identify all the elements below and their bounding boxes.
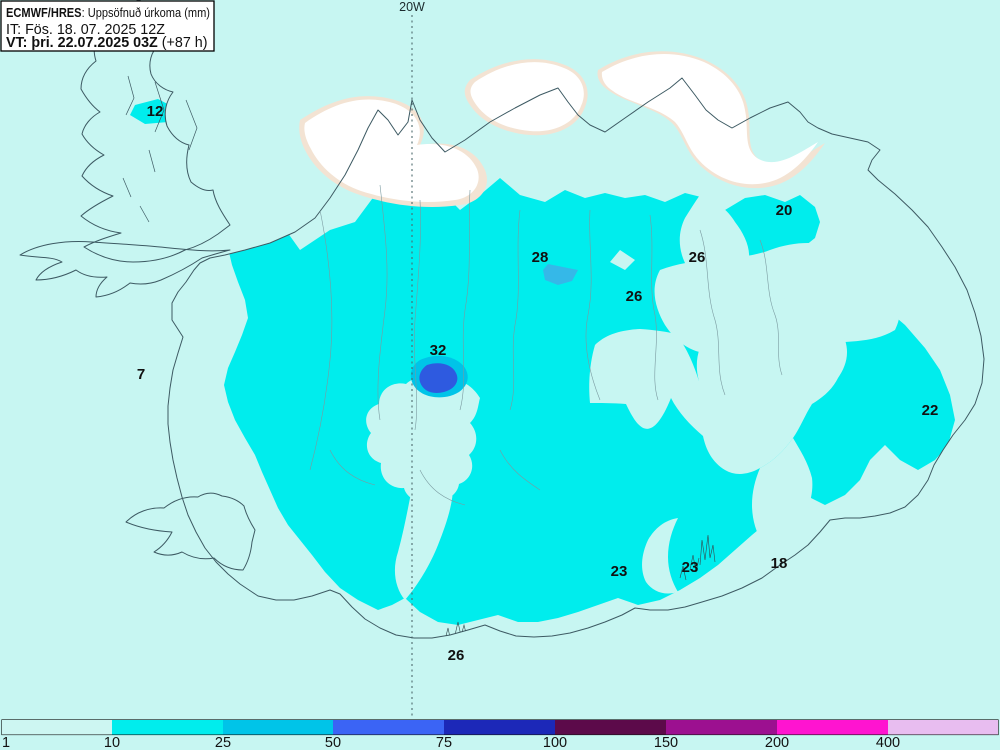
svg-text:26: 26 xyxy=(689,249,706,266)
svg-text:400: 400 xyxy=(876,735,900,750)
svg-text:100: 100 xyxy=(543,735,567,750)
svg-text:23: 23 xyxy=(682,559,699,576)
svg-text:1: 1 xyxy=(2,735,10,750)
svg-text:32: 32 xyxy=(430,342,447,359)
svg-text:20W: 20W xyxy=(399,0,425,14)
svg-text:12: 12 xyxy=(147,103,164,120)
svg-text:150: 150 xyxy=(654,735,678,750)
svg-text:18: 18 xyxy=(771,555,788,572)
svg-text:75: 75 xyxy=(436,735,452,750)
svg-text:VT: þri. 22.07.2025 03Z (+87 h: VT: þri. 22.07.2025 03Z (+87 h) xyxy=(6,35,207,51)
svg-text:10: 10 xyxy=(104,735,120,750)
svg-text:200: 200 xyxy=(765,735,789,750)
svg-text:23: 23 xyxy=(611,563,628,580)
svg-text:50: 50 xyxy=(325,735,341,750)
svg-text:7: 7 xyxy=(137,366,145,383)
svg-text:20: 20 xyxy=(776,202,793,219)
svg-text:22: 22 xyxy=(922,402,939,419)
svg-text:26: 26 xyxy=(626,288,643,305)
svg-text:ECMWF/HRES: Uppsöfnuð úrkoma (: ECMWF/HRES: Uppsöfnuð úrkoma (mm) xyxy=(6,6,210,20)
svg-text:28: 28 xyxy=(532,249,549,266)
svg-text:26: 26 xyxy=(448,647,465,664)
svg-text:25: 25 xyxy=(215,735,231,750)
